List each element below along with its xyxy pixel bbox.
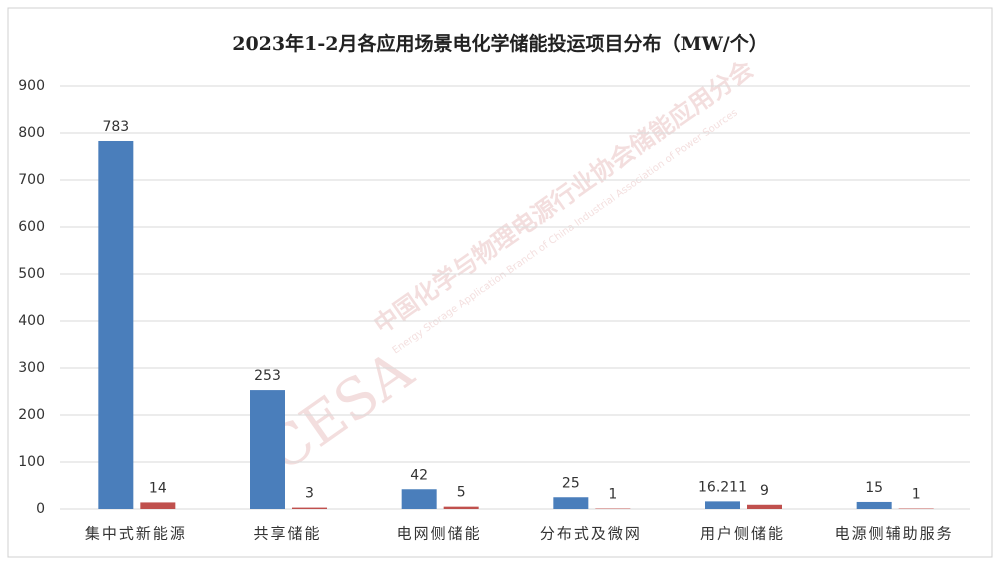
data-label: 783 [102, 119, 129, 135]
x-tick-label: 共享储能 [253, 525, 321, 543]
bar [140, 502, 176, 509]
data-label: 1 [912, 487, 921, 503]
chart-title: 2023年1-2月各应用场景电化学储能投运项目分布（MW/个） [232, 32, 768, 55]
data-label: 15 [865, 480, 883, 496]
y-tick-label: 500 [18, 266, 45, 282]
y-tick-label: 700 [18, 172, 45, 188]
bar [98, 140, 134, 510]
x-tick-label: 用户侧储能 [700, 525, 785, 543]
bar [747, 504, 782, 509]
x-tick-label: 集中式新能源 [85, 525, 187, 543]
data-label: 42 [410, 467, 428, 483]
y-tick-label: 800 [18, 125, 45, 141]
y-tick-label: 0 [36, 501, 45, 517]
data-label: 253 [254, 368, 281, 384]
bar [443, 506, 479, 509]
y-tick-label: 100 [18, 454, 45, 470]
bar [401, 489, 437, 509]
data-label: 3 [305, 486, 314, 502]
data-label: 16.211 [698, 479, 747, 495]
data-label: 5 [457, 485, 466, 501]
bar [553, 497, 589, 509]
y-tick-label: 900 [18, 78, 45, 94]
bar [292, 507, 327, 509]
data-label: 1 [608, 487, 617, 503]
x-tick-label: 电源侧辅助服务 [835, 525, 954, 543]
bar [705, 501, 740, 509]
y-tick-label: 200 [18, 407, 45, 423]
chart-frame [7, 7, 993, 558]
bar [856, 501, 892, 509]
data-label: 14 [149, 480, 167, 496]
data-label: 9 [760, 483, 769, 499]
y-tick-label: 600 [18, 219, 45, 235]
y-tick-label: 300 [18, 360, 45, 376]
data-label: 25 [562, 475, 580, 491]
x-tick-label: 电网侧储能 [397, 525, 482, 543]
bar [250, 390, 285, 509]
y-tick-label: 400 [18, 313, 45, 329]
x-tick-label: 分布式及微网 [540, 525, 642, 543]
